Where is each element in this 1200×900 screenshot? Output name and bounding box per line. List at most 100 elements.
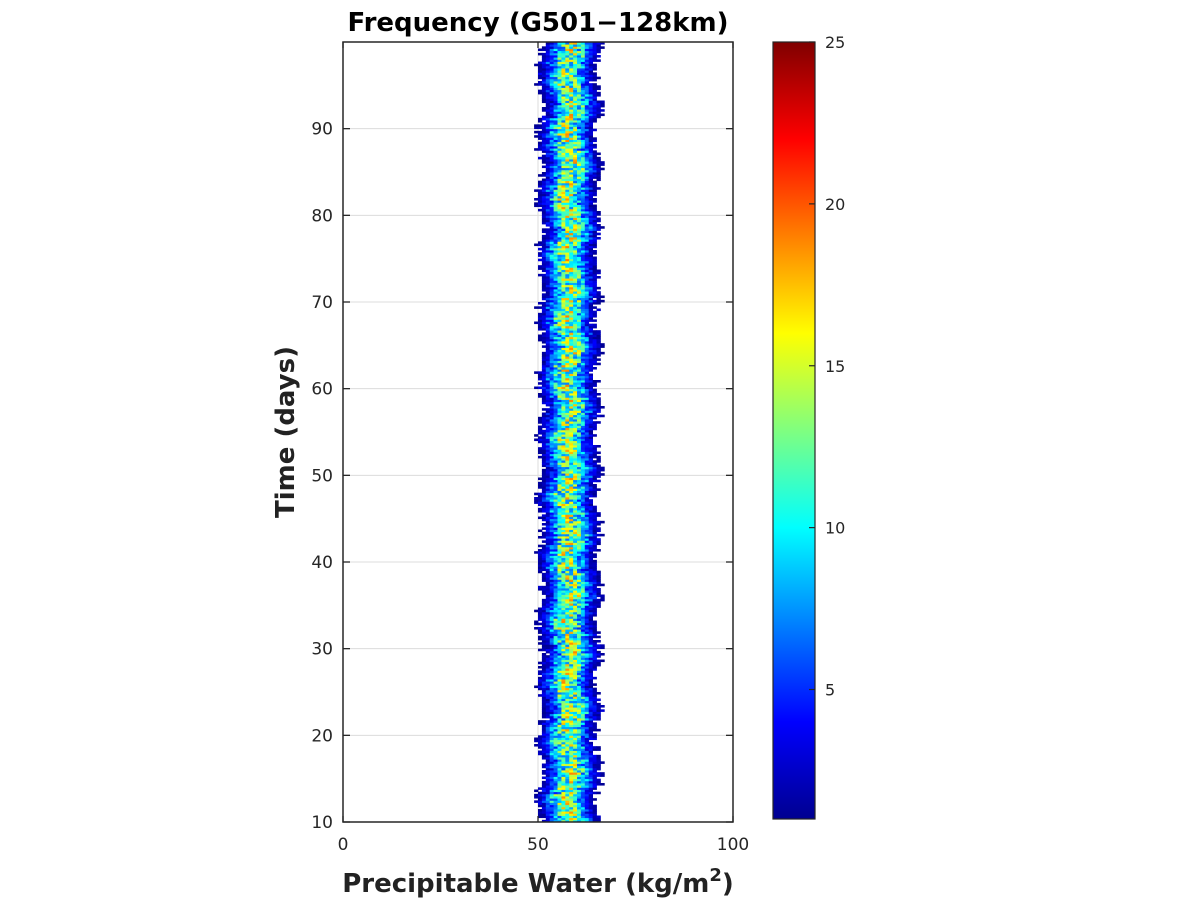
- heatmap-cell: [545, 705, 551, 708]
- heatmap-cell: [588, 603, 593, 606]
- heatmap-cell: [565, 637, 570, 641]
- heatmap-cell: [549, 780, 554, 784]
- heatmap-cell: [596, 269, 601, 273]
- heatmap-cell: [584, 793, 590, 797]
- heatmap-cell: [569, 559, 574, 563]
- heatmap-cell: [569, 497, 574, 500]
- heatmap-cell: [549, 163, 554, 166]
- heatmap-cell: [557, 397, 562, 400]
- heatmap-cell: [569, 373, 574, 377]
- heatmap-cell: [565, 104, 570, 108]
- heatmap-cell: [565, 289, 570, 292]
- heatmap-cell: [588, 809, 593, 812]
- heatmap-cell: [541, 657, 547, 660]
- heatmap-cell: [588, 683, 593, 686]
- heatmap-cell: [584, 601, 590, 604]
- heatmap-cell: [565, 393, 570, 396]
- heatmap-cell: [549, 711, 554, 715]
- heatmap-cell: [588, 358, 593, 361]
- heatmap-cell: [592, 583, 597, 587]
- heatmap-cell: [561, 672, 566, 676]
- heatmap-cell: [588, 631, 593, 634]
- heatmap-cell: [592, 661, 597, 665]
- heatmap-cell: [545, 122, 551, 125]
- heatmap-cell: [592, 713, 597, 717]
- heatmap-cell: [538, 564, 543, 567]
- heatmap-cell: [580, 689, 586, 693]
- heatmap-cell: [569, 276, 574, 279]
- heatmap-cell: [565, 406, 570, 409]
- heatmap-cell: [584, 694, 590, 697]
- heatmap-cell: [545, 579, 551, 582]
- heatmap-cell: [580, 328, 586, 331]
- heatmap-cell: [545, 791, 551, 795]
- heatmap-cell: [541, 416, 547, 420]
- heatmap-cell: [557, 193, 562, 197]
- heatmap-cell: [541, 590, 547, 593]
- heatmap-cell: [588, 120, 593, 123]
- heatmap-cell: [573, 382, 578, 385]
- heatmap-cell: [553, 384, 558, 387]
- heatmap-cell: [553, 468, 558, 472]
- heatmap-cell: [588, 250, 593, 253]
- heatmap-cell: [538, 395, 543, 398]
- heatmap-cell: [549, 559, 554, 563]
- heatmap-cell: [573, 514, 578, 517]
- heatmap-cell: [557, 642, 562, 645]
- heatmap-cell: [565, 510, 570, 513]
- heatmap-cell: [592, 96, 597, 99]
- heatmap-cell: [584, 696, 590, 699]
- heatmap-cell: [577, 555, 582, 559]
- heatmap-cell: [553, 763, 558, 767]
- heatmap-cell: [561, 330, 566, 333]
- heatmap-cell: [553, 393, 558, 396]
- heatmap-cell: [541, 315, 547, 318]
- heatmap-cell: [557, 202, 562, 205]
- heatmap-cell: [549, 247, 554, 251]
- heatmap-cell: [549, 607, 554, 611]
- heatmap-cell: [569, 328, 574, 331]
- heatmap-cell: [538, 609, 543, 613]
- heatmap-cell: [569, 687, 574, 691]
- heatmap-cell: [553, 529, 558, 533]
- heatmap-cell: [549, 735, 554, 738]
- heatmap-cell: [580, 672, 586, 676]
- heatmap-cell: [561, 718, 566, 721]
- heatmap-cell: [549, 260, 554, 264]
- heatmap-cell: [553, 674, 558, 678]
- heatmap-cell: [561, 471, 566, 474]
- heatmap-cell: [561, 765, 566, 769]
- heatmap-cell: [549, 154, 554, 158]
- heatmap-cell: [592, 653, 597, 656]
- heatmap-cell: [545, 150, 551, 153]
- heatmap-cell: [545, 263, 551, 266]
- heatmap-cell: [565, 499, 570, 502]
- heatmap-cell: [541, 332, 547, 335]
- heatmap-cell: [557, 663, 562, 667]
- heatmap-cell: [545, 349, 551, 353]
- heatmap-cell: [549, 91, 554, 95]
- heatmap-cell: [569, 780, 574, 784]
- heatmap-cell: [545, 195, 551, 199]
- heatmap-cell: [549, 330, 554, 333]
- heatmap-cell: [545, 544, 551, 548]
- heatmap-cell: [577, 525, 582, 528]
- heatmap-cell: [549, 195, 554, 199]
- heatmap-cell: [538, 174, 543, 177]
- heatmap-cell: [584, 466, 590, 470]
- heatmap-cell: [549, 180, 554, 184]
- heatmap-cell: [577, 481, 582, 485]
- heatmap-cell: [553, 96, 558, 99]
- heatmap-cell: [553, 531, 558, 535]
- heatmap-cell: [580, 666, 586, 669]
- heatmap-cell: [592, 644, 597, 647]
- heatmap-cell: [573, 603, 578, 606]
- heatmap-cell: [549, 219, 554, 223]
- heatmap-cell: [557, 221, 562, 225]
- heatmap-cell: [584, 598, 590, 602]
- heatmap-cell: [545, 809, 551, 812]
- heatmap-cell: [584, 96, 590, 99]
- heatmap-cell: [592, 646, 597, 650]
- heatmap-cell: [561, 696, 566, 699]
- heatmap-cell: [553, 581, 558, 585]
